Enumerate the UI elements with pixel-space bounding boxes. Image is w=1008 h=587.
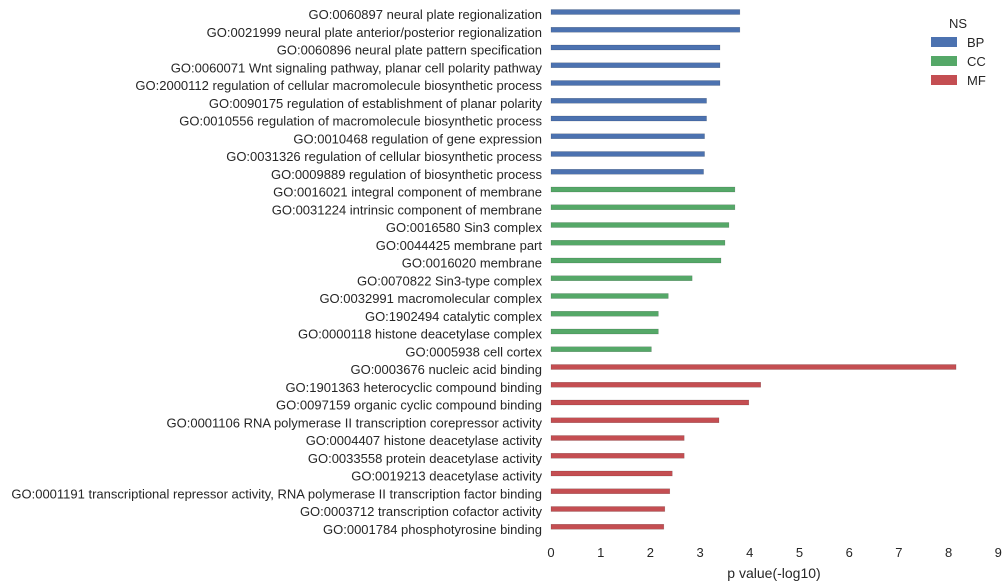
legend-label: MF — [967, 73, 986, 88]
bar-cc — [550, 257, 722, 264]
category-label: GO:2000112 regulation of cellular macrom… — [135, 78, 542, 93]
bar-cc — [550, 186, 736, 193]
x-tick-label: 9 — [995, 545, 1002, 560]
category-labels: GO:0060897 neural plate regionalization G… — [11, 7, 542, 537]
category-label: GO:0060071 Wnt signaling pathway, planar… — [171, 60, 543, 75]
bar-cc — [550, 293, 669, 299]
legend-swatch-mf — [931, 75, 957, 85]
category-label: GO:0090175 regulation of establishment o… — [209, 96, 543, 111]
bar-mf — [550, 524, 665, 530]
bar-bp — [550, 80, 721, 86]
bar-mf — [550, 417, 720, 423]
bar-bp — [550, 27, 741, 33]
bar-mf — [550, 382, 761, 388]
legend[interactable]: NS BP CC MF — [931, 16, 986, 88]
x-axis-label: p value(-log10) — [727, 565, 820, 581]
category-label: GO:1901363 heterocyclic compound binding — [285, 380, 542, 395]
bar-mf — [550, 364, 957, 370]
legend-label: BP — [967, 35, 984, 50]
x-tick-label: 8 — [945, 545, 952, 560]
bars-layer — [550, 9, 957, 530]
category-label: GO:0001191 transcriptional repressor act… — [11, 486, 542, 501]
category-label: GO:0019213 deacetylase activity — [351, 469, 542, 484]
category-label: GO:0000118 histone deacetylase complex — [298, 327, 543, 342]
category-label: GO:0004407 histone deacetylase activity — [306, 433, 543, 448]
bar-mf — [550, 470, 673, 477]
bar-cc — [550, 240, 726, 246]
category-label: GO:0001784 phosphotyrosine binding — [323, 522, 542, 537]
bar-cc — [550, 275, 693, 281]
category-label: GO:0044425 membrane part — [376, 238, 543, 253]
bar-bp — [550, 169, 704, 175]
category-label: GO:0060896 neural plate pattern specific… — [277, 43, 542, 58]
category-label: GO:0016580 Sin3 complex — [386, 220, 543, 235]
bar-mf — [550, 506, 666, 512]
category-label: GO:0070822 Sin3-type complex — [357, 273, 542, 288]
x-tick-label: 2 — [647, 545, 654, 560]
category-label: GO:0021999 neural plate anterior/posteri… — [207, 25, 542, 40]
category-label: GO:0010468 regulation of gene expression — [293, 131, 542, 146]
x-tick-label: 3 — [696, 545, 703, 560]
category-label: GO:0009889 regulation of biosynthetic pr… — [271, 167, 543, 182]
x-axis: 0 1 2 3 4 5 6 7 8 9 — [547, 545, 1002, 560]
bar-mf — [550, 453, 685, 459]
bar-cc — [550, 346, 652, 352]
legend-swatch-bp — [931, 37, 957, 47]
x-tick-label: 1 — [597, 545, 604, 560]
category-label: GO:0010556 regulation of macromolecule b… — [179, 114, 542, 129]
bar-mf — [550, 435, 685, 441]
legend-title: NS — [949, 16, 967, 31]
category-label: GO:0032991 macromolecular complex — [319, 291, 542, 306]
category-label: GO:0060897 neural plate regionalization — [309, 7, 542, 22]
bar-bp — [550, 62, 721, 68]
category-label: GO:0031326 regulation of cellular biosyn… — [226, 149, 542, 164]
bar-bp — [550, 9, 741, 15]
x-tick-label: 4 — [746, 545, 753, 560]
category-label: GO:0005938 cell cortex — [405, 344, 542, 359]
legend-swatch-cc — [931, 56, 957, 66]
x-tick-label: 5 — [796, 545, 803, 560]
x-tick-label: 6 — [846, 545, 853, 560]
x-tick-label: 0 — [547, 545, 554, 560]
bar-bp — [550, 115, 707, 122]
legend-items: BP CC MF — [931, 35, 986, 88]
bar-bp — [550, 133, 705, 139]
category-label: GO:0003712 transcription cofactor activi… — [300, 504, 543, 519]
category-label: GO:0016020 membrane — [402, 256, 542, 271]
category-label: GO:0097159 organic cyclic compound bindi… — [276, 398, 542, 413]
bar-cc — [550, 311, 659, 317]
x-tick-label: 7 — [895, 545, 902, 560]
bar-cc — [550, 204, 736, 210]
category-label: GO:0016021 integral component of membran… — [273, 185, 542, 200]
category-label: GO:0003676 nucleic acid binding — [350, 362, 542, 377]
category-label: GO:0033558 protein deacetylase activity — [308, 451, 543, 466]
bar-bp — [550, 44, 721, 51]
bar-cc — [550, 328, 659, 335]
bar-cc — [550, 222, 730, 228]
legend-label: CC — [967, 54, 986, 69]
bar-mf — [550, 488, 671, 494]
bar-mf — [550, 399, 750, 406]
bar-bp — [550, 98, 707, 104]
category-label: GO:0031224 intrinsic component of membra… — [272, 202, 542, 217]
category-label: GO:1902494 catalytic complex — [365, 309, 543, 324]
bar-bp — [550, 151, 705, 157]
category-label: GO:0001106 RNA polymerase II transcripti… — [167, 415, 543, 430]
